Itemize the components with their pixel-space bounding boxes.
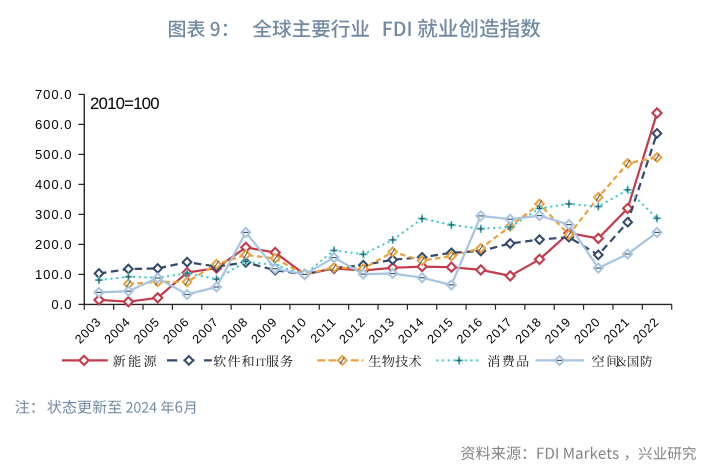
svg-text:400.0: 400.0 xyxy=(35,177,73,192)
svg-text:700.0: 700.0 xyxy=(35,87,73,102)
svg-text:200.0: 200.0 xyxy=(35,237,73,252)
svg-text:2010=100: 2010=100 xyxy=(90,94,159,113)
svg-text:0.0: 0.0 xyxy=(51,297,72,312)
svg-text:600.0: 600.0 xyxy=(35,117,73,132)
svg-text:100.0: 100.0 xyxy=(35,267,73,282)
svg-text:500.0: 500.0 xyxy=(35,147,73,162)
svg-text:300.0: 300.0 xyxy=(35,207,73,222)
